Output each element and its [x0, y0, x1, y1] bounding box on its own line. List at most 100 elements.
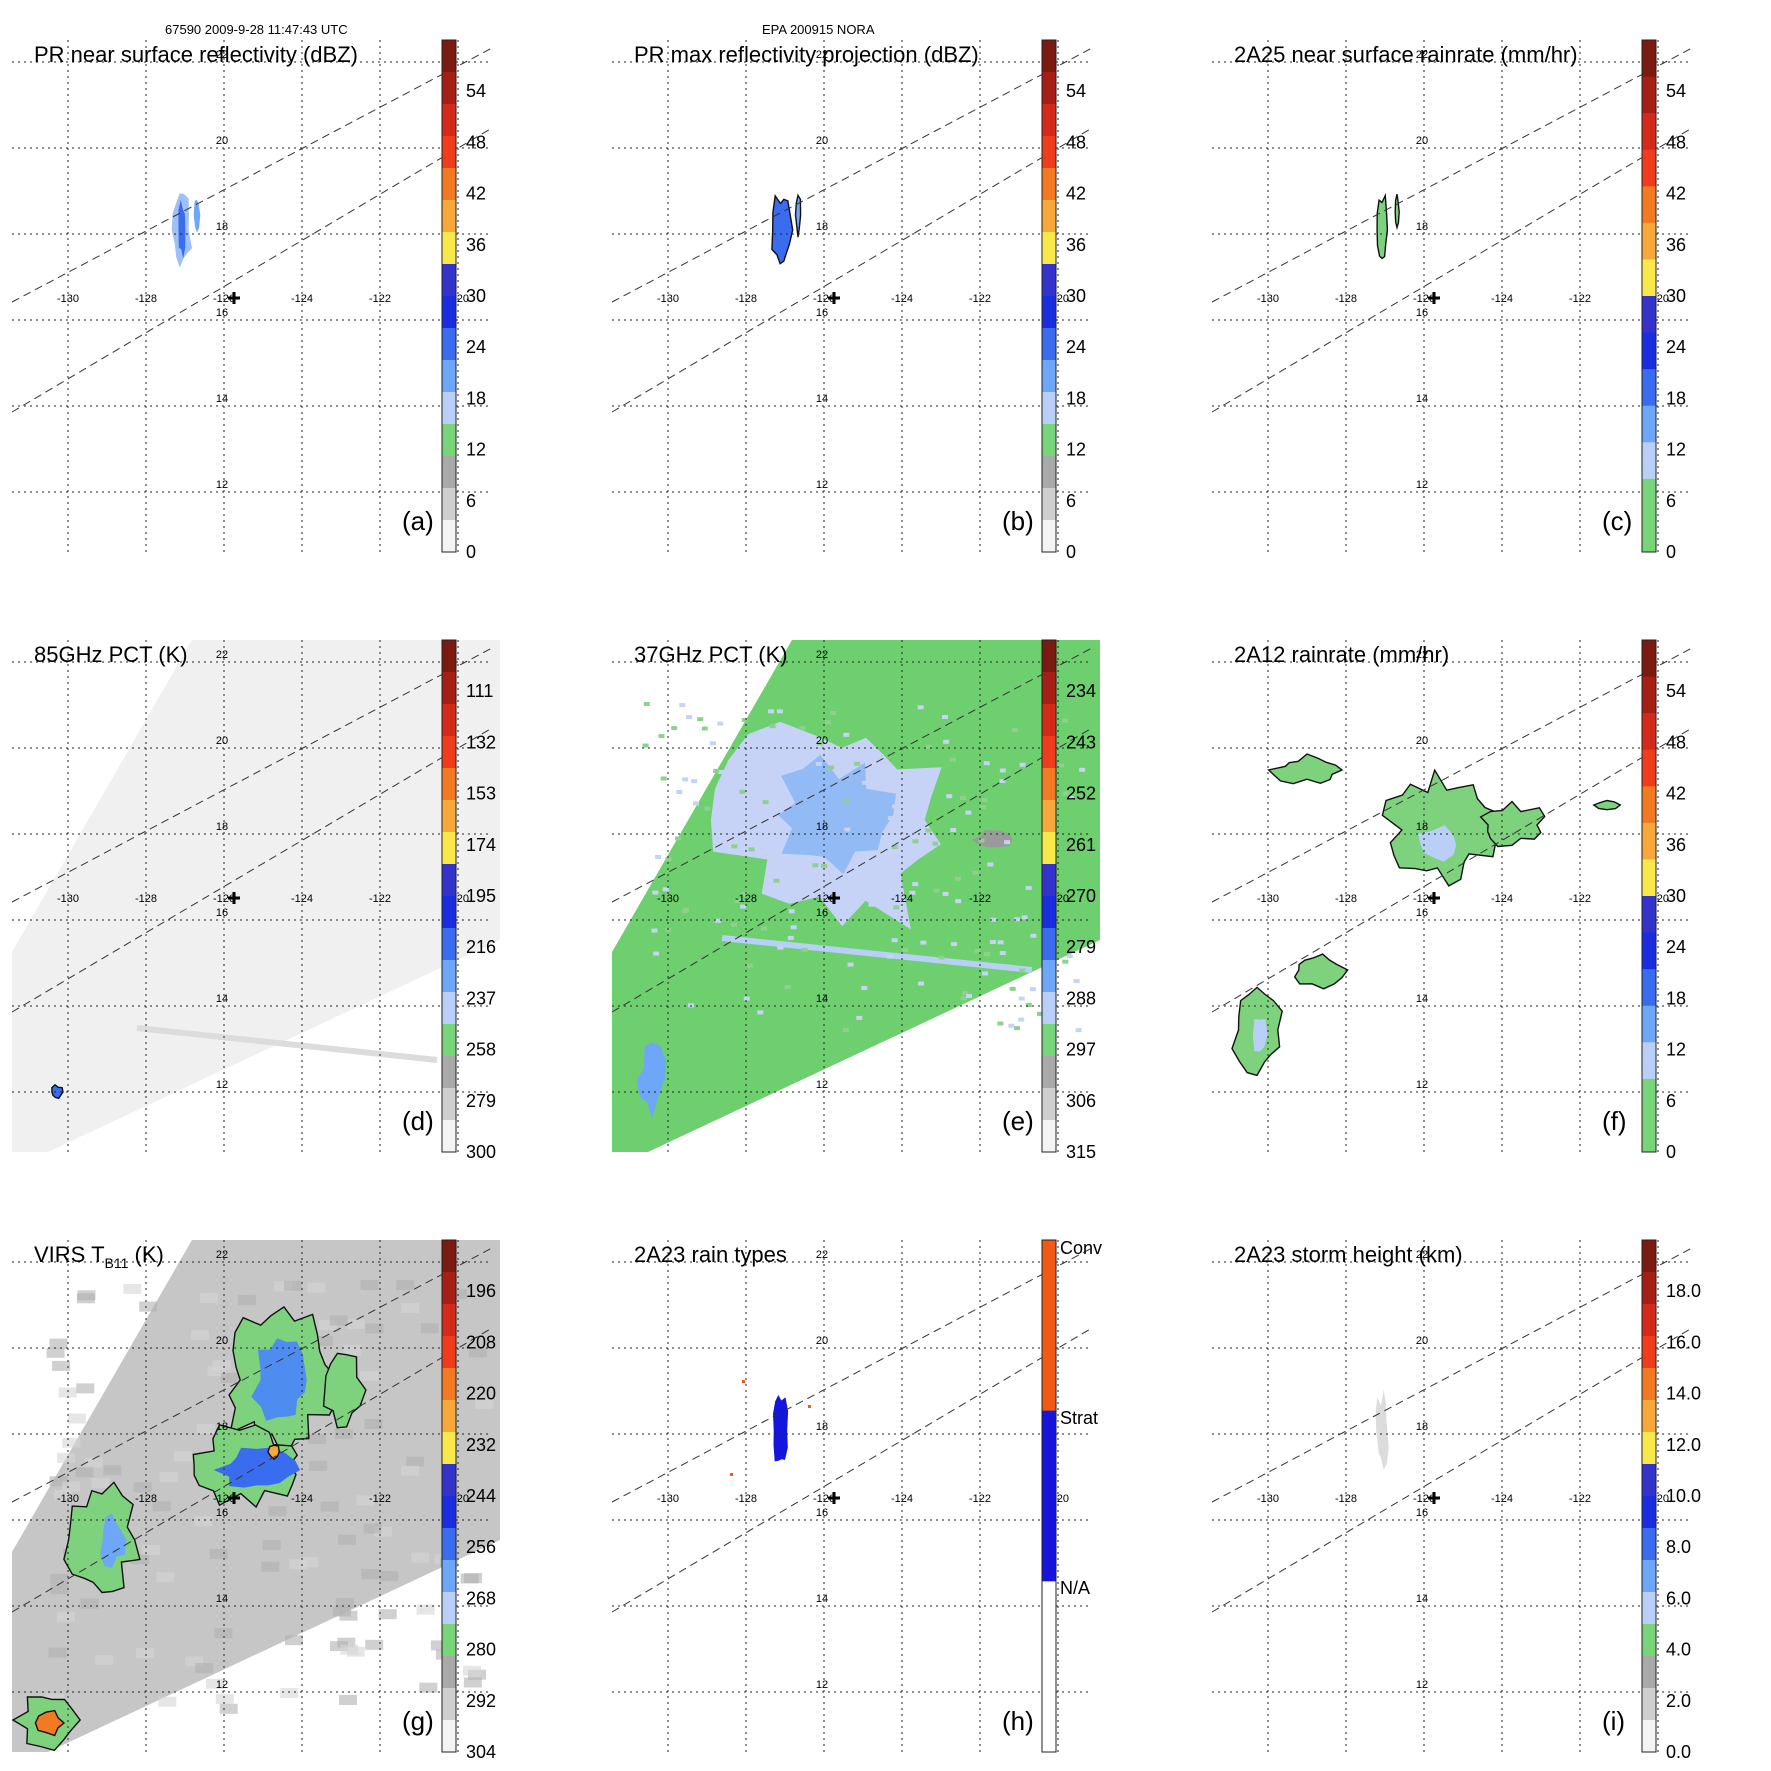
colorbar-tick-label: 315 — [1066, 1142, 1096, 1162]
lon-tick-label: -126 — [213, 293, 235, 305]
colorbar-tick-label: 14.0 — [1666, 1384, 1701, 1404]
rain25-band — [1376, 192, 1389, 260]
colorbar-segment — [1042, 896, 1056, 929]
field-maxrefl — [771, 193, 802, 265]
colorbar-tick-label: 196 — [466, 1281, 496, 1301]
colorbar-segment — [1042, 392, 1056, 425]
colorbar-i: 18.0 16.0 14.0 12.0 10.0 8.0 6.0 4.0 2.0 0.0 — [1641, 1239, 1701, 1762]
colorbar-segment — [1042, 640, 1056, 673]
cold-cell — [51, 1083, 64, 1100]
colorbar-segment — [442, 1688, 456, 1721]
swath-boundary-south — [1211, 727, 1693, 1013]
cloud-band-west — [63, 1481, 141, 1594]
colorbar-segment — [1642, 149, 1656, 187]
lon-tick-label: -122 — [369, 893, 391, 905]
colorbar-frame — [1641, 39, 1657, 553]
colorbar-segment — [442, 896, 456, 929]
lat-tick-label: 18 — [816, 1421, 828, 1433]
stratiform-band — [773, 1394, 789, 1462]
lat-tick-label: 14 — [816, 1593, 828, 1605]
lat-tick-label: 14 — [816, 393, 828, 405]
colorbar-segment — [1642, 1592, 1656, 1625]
colorbar-segment — [1042, 136, 1056, 169]
field-raintype — [730, 1380, 811, 1476]
colorbar-tick-label: 24 — [466, 337, 486, 357]
colorbar-segment — [1042, 520, 1056, 553]
colorbar-segment — [1642, 1304, 1656, 1337]
lat-tick-label: 20 — [816, 135, 828, 147]
colorbar-segment — [1642, 1688, 1656, 1721]
lat-tick-label: 20 — [1416, 135, 1428, 147]
colorbar-tick-label: 300 — [466, 1142, 496, 1162]
colorbar-tick-label: 12.0 — [1666, 1435, 1701, 1455]
colorbar-tick-label: 30 — [1066, 286, 1086, 306]
lat-tick-label: 20 — [816, 1335, 828, 1347]
colorbar-tick-label: 36 — [1066, 235, 1086, 255]
panel-title: 85GHz PCT (K) — [34, 642, 188, 667]
panel-title: PR max reflectivity projection (dBZ) — [634, 42, 979, 67]
colorbar-tick-label: 232 — [466, 1435, 496, 1455]
colorbar-segment — [442, 1240, 456, 1273]
lat-tick-label: 20 — [216, 1335, 228, 1347]
lon-tick-label: -122 — [1569, 293, 1591, 305]
colorbar-segment — [442, 40, 456, 73]
colorbar-tick-label: 244 — [466, 1486, 496, 1506]
lon-tick-label: -130 — [57, 893, 79, 905]
colorbar-segment — [442, 1656, 456, 1689]
swath-boundary-south — [11, 727, 493, 1013]
colorbar-tick-label: 132 — [466, 732, 496, 752]
colorbar-segment — [1642, 713, 1656, 751]
colorbar-segment — [1042, 40, 1056, 73]
colorbar-segment — [1042, 800, 1056, 833]
colorbar-segment — [1642, 822, 1656, 860]
colorbar-tick-label: 252 — [1066, 784, 1096, 804]
colorbar-segment — [1042, 1410, 1056, 1582]
cold-top-north — [251, 1338, 307, 1421]
lat-tick-label: 16 — [816, 1507, 828, 1519]
colorbar-segment — [442, 360, 456, 393]
lon-tick-label: -126 — [1413, 1493, 1435, 1505]
panel-letter: (e) — [1002, 1106, 1034, 1136]
colorbar-segment — [1642, 1336, 1656, 1369]
colorbar-segment — [442, 1088, 456, 1121]
colorbar-b: 54 48 42 36 30 24 18 12 6 0 — [1041, 39, 1086, 562]
colorbar-h: Conv Strat N/A — [1041, 1238, 1102, 1753]
colorbar-tick-label: 0 — [1666, 1142, 1676, 1162]
swath-boundary-north — [611, 47, 1093, 303]
lat-tick-label: 12 — [816, 479, 828, 491]
colorbar-segment — [442, 864, 456, 897]
colorbar-segment — [1042, 928, 1056, 961]
colorbar-segment — [1642, 1272, 1656, 1305]
field-stormheight — [1375, 1390, 1389, 1471]
colorbar-segment — [442, 672, 456, 705]
colorbar-segment — [1642, 1368, 1656, 1401]
colorbar-tick-label: 36 — [466, 235, 486, 255]
colorbar-segment — [1642, 932, 1656, 970]
cold-top-west — [100, 1513, 127, 1568]
colorbar-segment — [1642, 1720, 1656, 1753]
colorbar-segment — [442, 704, 456, 737]
colorbar-segment — [1642, 40, 1656, 78]
colorbar-segment — [1042, 1581, 1056, 1753]
colorbar-segment — [1042, 864, 1056, 897]
colorbar-tick-label: 6.0 — [1666, 1588, 1691, 1608]
lon-tick-label: -128 — [735, 893, 757, 905]
colorbar-tick-label: 0 — [1666, 542, 1676, 562]
colorbar-segment — [442, 328, 456, 361]
colorbar-segment — [442, 1432, 456, 1465]
lat-tick-label: 16 — [216, 307, 228, 319]
colorbar-segment — [442, 296, 456, 329]
colorbar-tick-label: 270 — [1066, 886, 1096, 906]
lat-tick-label: 22 — [1416, 649, 1428, 661]
colorbar-tick-label: 42 — [466, 184, 486, 204]
colorbar-segment — [442, 1024, 456, 1057]
panel-d: -130 -128 -126 -124 -122 -12022201816141285GH… — [11, 639, 500, 1162]
orbit-time-header: 67590 2009-9-28 11:47:43 UTC — [165, 22, 348, 37]
lat-tick-label: 16 — [1416, 307, 1428, 319]
colorbar-segment — [1642, 1432, 1656, 1465]
colorbar-tick-label: 16.0 — [1666, 1332, 1701, 1352]
lon-tick-label: -128 — [1335, 293, 1357, 305]
rain25-band-east — [1394, 193, 1400, 231]
